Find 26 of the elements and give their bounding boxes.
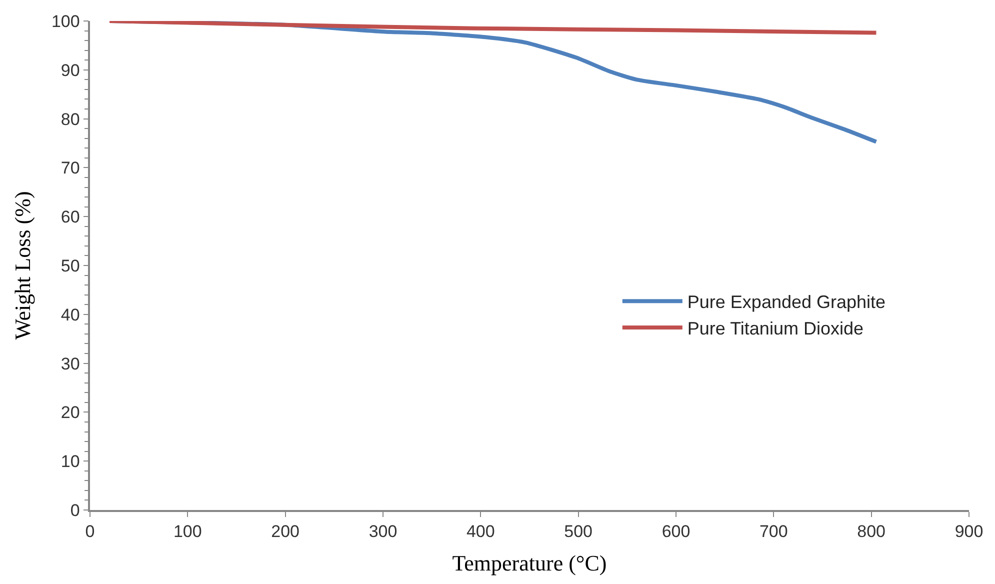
x-tick-label: 800	[857, 522, 886, 542]
y-tick-label: 60	[60, 208, 80, 227]
x-tick-label: 300	[368, 522, 398, 542]
x-tick-label: 400	[466, 522, 495, 542]
y-axis-title: Weight Loss (%)	[10, 191, 35, 340]
y-tick-label: 40	[60, 305, 80, 324]
y-tick-label: 50	[60, 256, 80, 276]
x-tick-label: 500	[564, 522, 593, 542]
y-tick-label: 0	[70, 500, 80, 520]
x-tick-label: 600	[662, 522, 690, 542]
x-tick-label: 0	[85, 522, 95, 542]
legend-label: Pure Titanium Dioxide	[687, 318, 864, 339]
y-tick-label: 20	[60, 403, 80, 422]
y-tick-label: 80	[60, 110, 80, 129]
x-axis-title: Temperature (°C)	[452, 550, 607, 576]
x-tick-label: 200	[271, 522, 300, 542]
y-tick-label: 70	[60, 158, 80, 178]
y-tick-label: 90	[60, 60, 80, 80]
legend-label: Pure Expanded Graphite	[687, 292, 886, 312]
y-tick-label: 100	[51, 12, 80, 31]
y-tick-label: 10	[60, 452, 80, 472]
x-tick-label: 700	[759, 522, 788, 542]
x-tick-label: 100	[173, 522, 202, 542]
x-tick-label: 900	[954, 522, 984, 542]
y-tick-label: 30	[60, 354, 80, 374]
line-series	[108, 21, 878, 35]
